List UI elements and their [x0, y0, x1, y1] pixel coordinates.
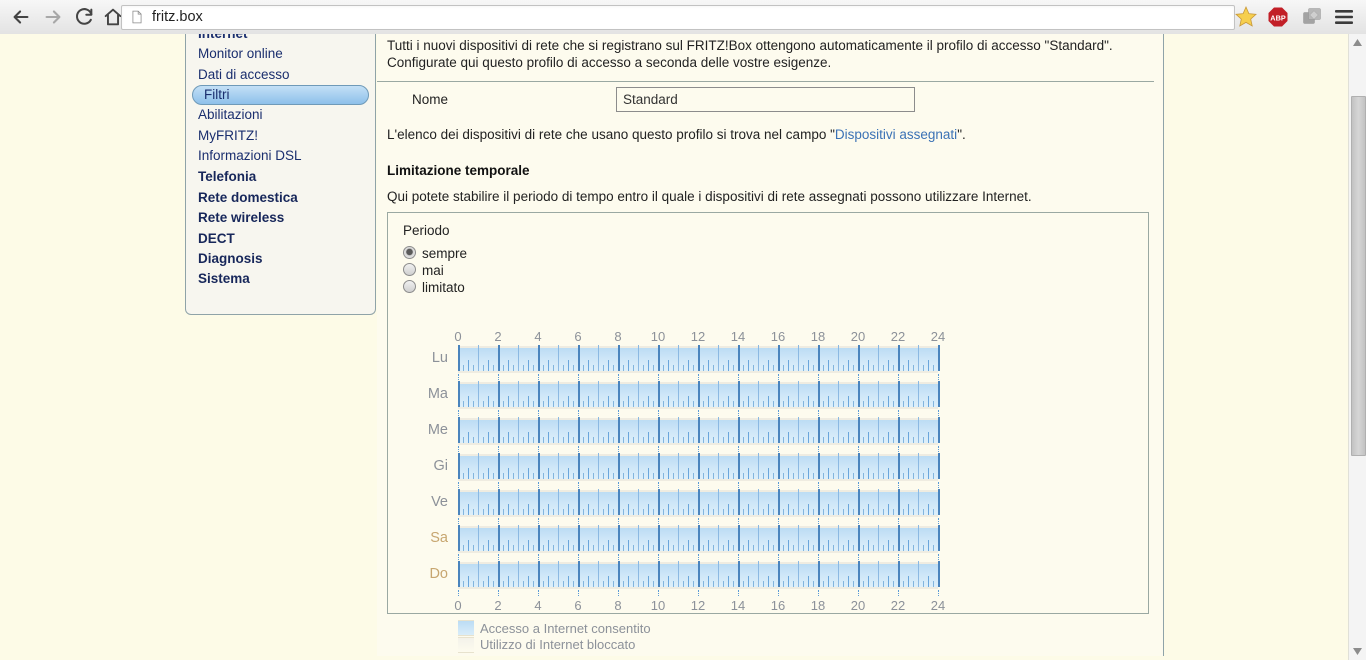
svg-text:ABP: ABP	[1270, 13, 1286, 22]
